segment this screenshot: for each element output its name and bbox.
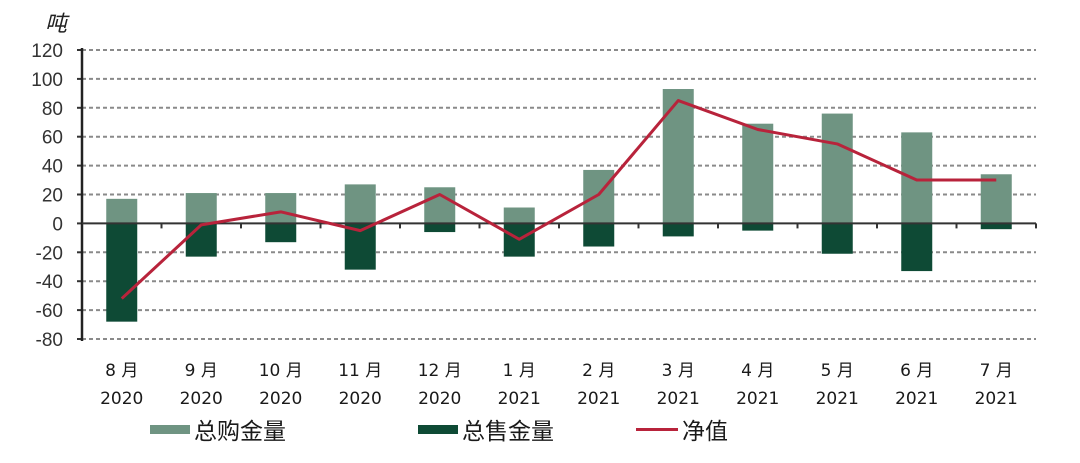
x-tick-label-month: 10 月	[259, 361, 303, 381]
x-tick-label-year: 2021	[657, 389, 700, 409]
bar-purchase	[344, 184, 376, 224]
x-tick-label-month: 4 月	[741, 361, 774, 381]
legend-item-net: 净值	[636, 412, 728, 446]
y-tick-label: 0	[52, 214, 63, 235]
x-tick-label-year: 2020	[180, 389, 223, 409]
bar-sale	[265, 223, 297, 243]
bar-purchase	[662, 89, 694, 224]
legend-label-net: 净值	[682, 419, 728, 445]
y-tick-label: -20	[36, 243, 63, 264]
y-tick-labels: 120 100 80 60 40 20 0 -20 -40 -60 -80	[31, 41, 63, 351]
y-tick-label: 80	[42, 99, 63, 120]
y-tick-label: 100	[31, 70, 63, 91]
x-tick-label-month: 11 月	[338, 361, 382, 381]
x-tick-label-year: 2021	[736, 389, 779, 409]
bar-sale	[106, 223, 138, 322]
net-line	[120, 99, 997, 300]
bar-sale	[583, 223, 615, 247]
legend-item-sale: 总售金量	[418, 412, 554, 446]
bar-purchase	[185, 193, 217, 224]
x-tick-label-year: 2021	[498, 389, 541, 409]
bar-sale	[901, 223, 933, 272]
y-tick-label: -40	[36, 272, 63, 293]
x-tick-label-year: 2020	[259, 389, 302, 409]
bar-purchase	[106, 198, 138, 224]
bar-sale	[185, 223, 217, 257]
x-tick-label-year: 2021	[816, 389, 859, 409]
x-tick-label-year: 2021	[975, 389, 1018, 409]
legend-item-purchase: 总购金量	[150, 412, 286, 446]
x-tick-label-month: 8 月	[105, 361, 138, 381]
gridlines	[82, 49, 1036, 340]
y-tick-label: 20	[42, 186, 63, 207]
x-tick-label-month: 7 月	[980, 361, 1013, 381]
bar-purchase	[821, 113, 853, 224]
x-tick-label-year: 2020	[418, 389, 461, 409]
bar-purchase	[980, 174, 1012, 224]
legend-label-sale: 总售金量	[462, 419, 554, 445]
bar-purchase	[503, 207, 535, 224]
bar-purchase	[265, 193, 297, 224]
legend-swatch-net	[636, 427, 678, 431]
legend-swatch-sale	[418, 424, 458, 434]
x-tick-label-year: 2020	[100, 389, 143, 409]
legend-label-purchase: 总购金量	[194, 419, 286, 445]
y-axis-unit-label: 吨	[45, 12, 68, 37]
bar-purchase	[742, 123, 774, 224]
axes	[77, 48, 1037, 341]
bar-sale	[742, 223, 774, 231]
bar-sale	[980, 223, 1012, 230]
x-tick-label-month: 3 月	[662, 361, 695, 381]
x-tick-label-month: 9 月	[185, 361, 218, 381]
x-tick-label-month: 12 月	[418, 361, 462, 381]
x-tick-labels: 8 月 2020 9 月 2020 10 月 2020 11 月 2020 12 月 2020 1 …	[100, 361, 1018, 409]
y-tick-label: -60	[36, 301, 63, 322]
y-tick-label: -80	[36, 330, 63, 351]
bar-sale	[662, 223, 694, 237]
legend-swatch-purchase	[150, 424, 190, 434]
bar-sale	[424, 223, 456, 233]
x-tick-label-month: 1 月	[503, 361, 536, 381]
bar-purchase	[901, 132, 933, 224]
legend: 总购金量 总售金量 净值	[0, 412, 1080, 452]
y-tick-label: 60	[42, 128, 63, 149]
x-tick-label-month: 6 月	[900, 361, 933, 381]
x-tick-label-month: 2 月	[582, 361, 615, 381]
bar-sale	[821, 223, 853, 254]
bars	[106, 89, 1012, 322]
x-tick-label-year: 2021	[577, 389, 620, 409]
bar-purchase	[583, 169, 615, 224]
x-tick-label-year: 2021	[895, 389, 938, 409]
net-value-line	[120, 99, 997, 300]
x-tick-label-month: 5 月	[821, 361, 854, 381]
bar-purchase	[424, 187, 456, 224]
x-tick-label-year: 2020	[339, 389, 382, 409]
y-tick-label: 120	[31, 41, 63, 62]
y-tick-label: 40	[42, 157, 63, 178]
